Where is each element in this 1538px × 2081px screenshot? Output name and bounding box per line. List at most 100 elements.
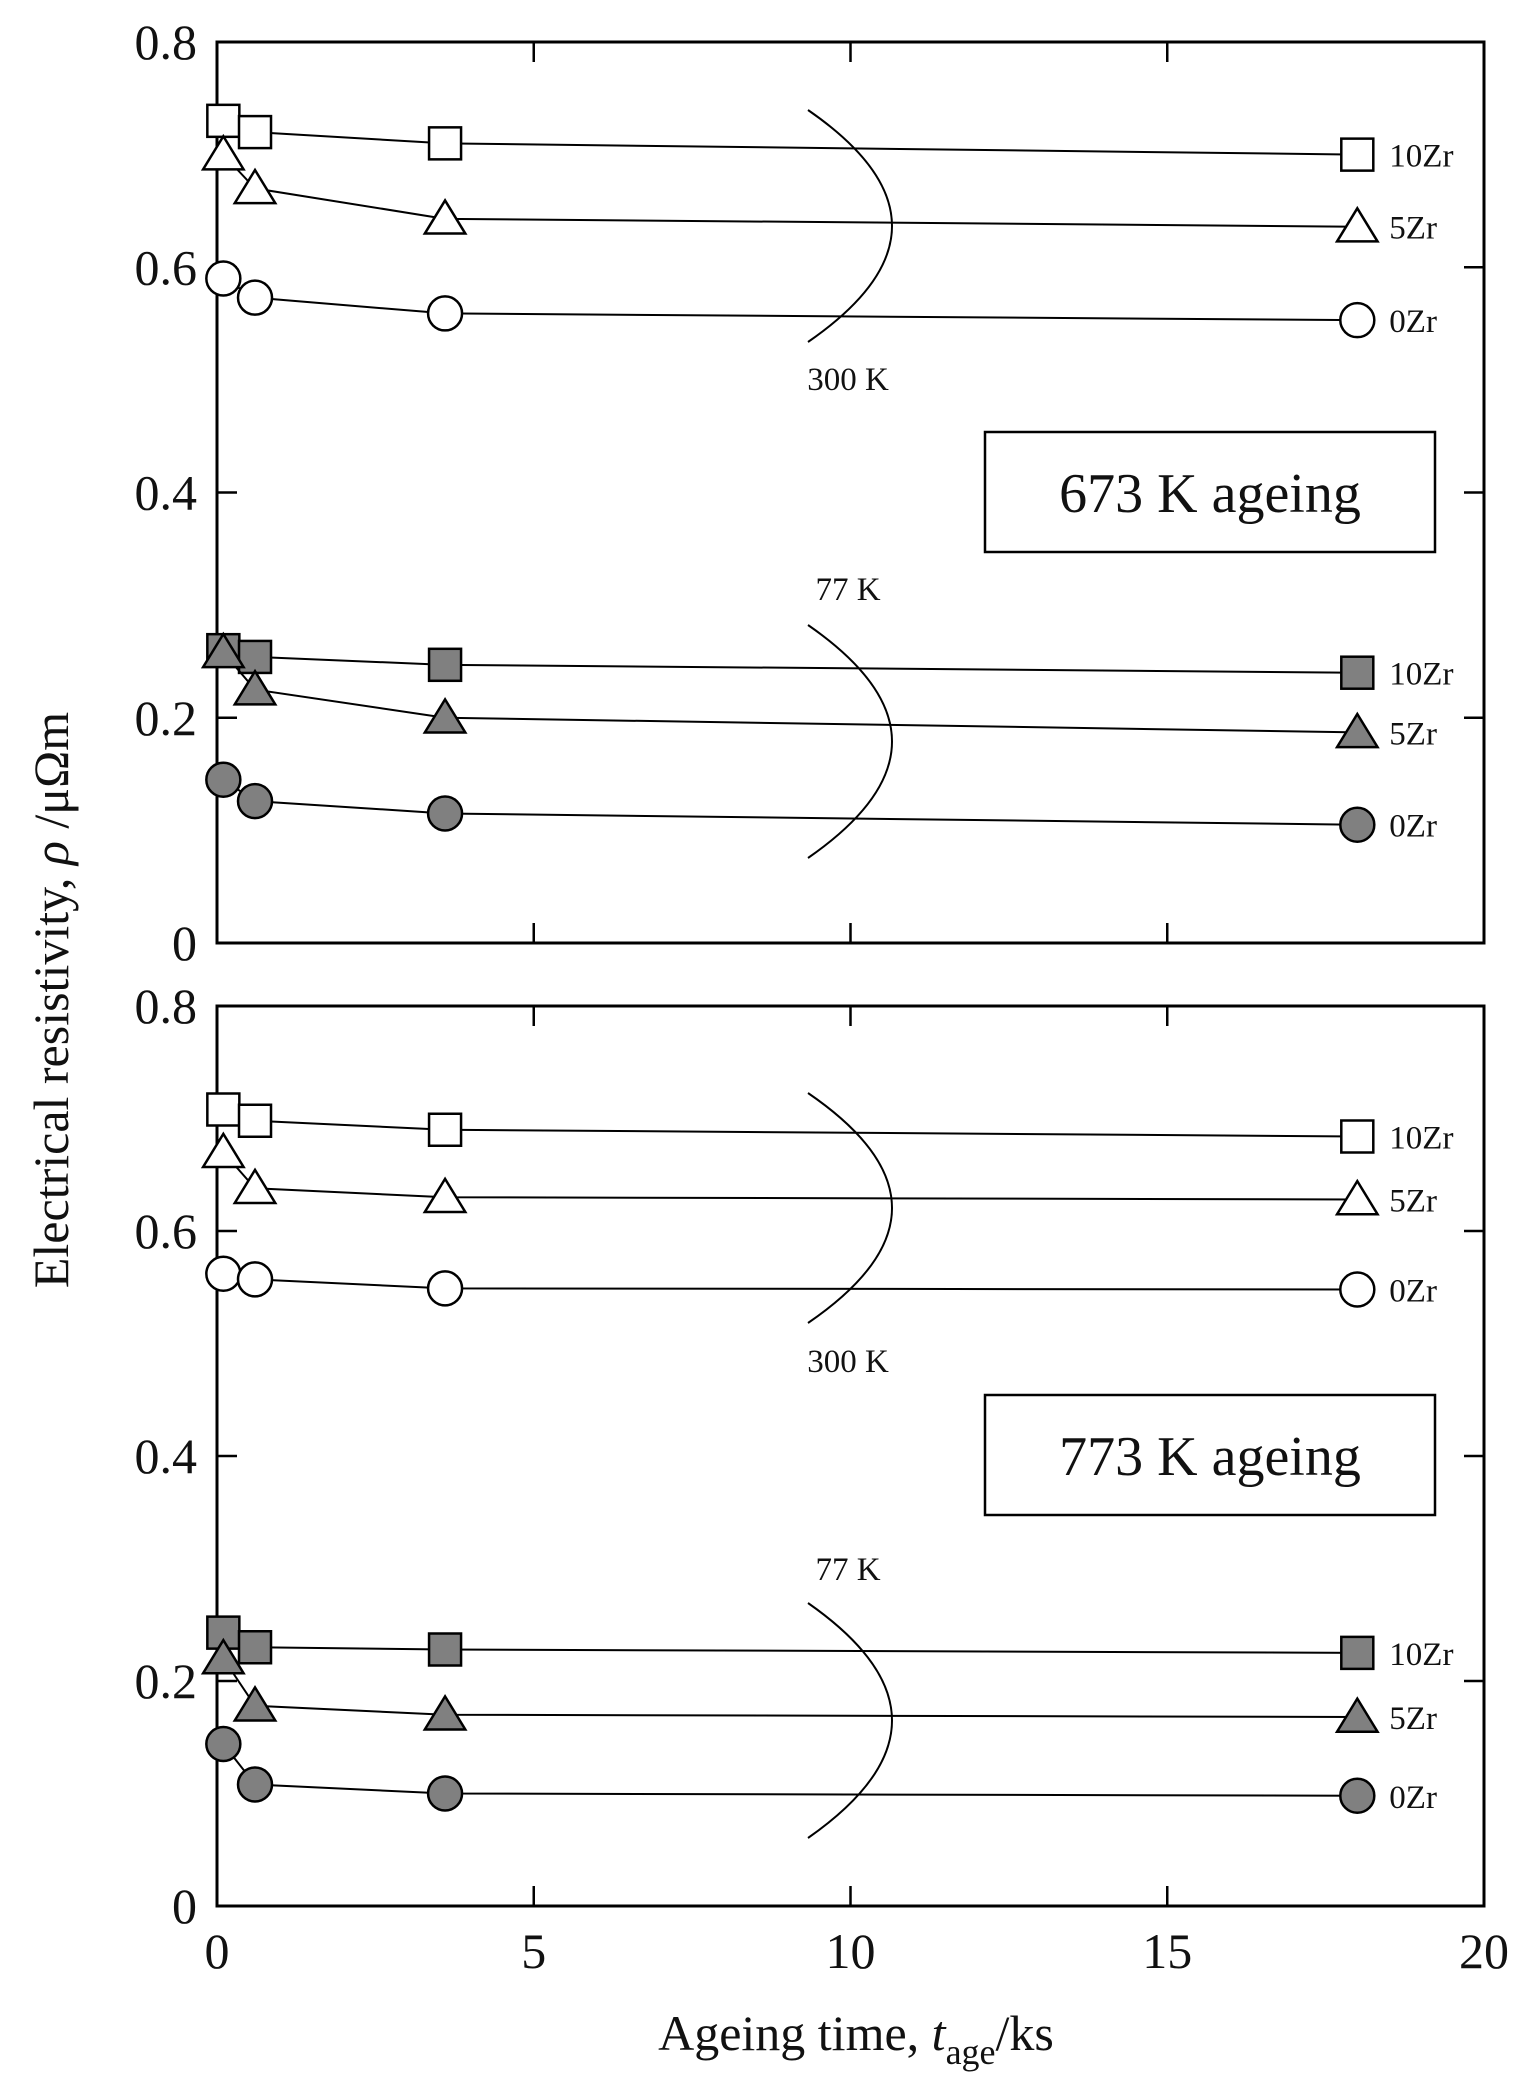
y-tick-label: 0.4 (135, 465, 198, 521)
series-label: 5Zr (1389, 211, 1437, 247)
series-line-0Zr-300K (223, 1272, 1358, 1291)
series-label: 0Zr (1389, 809, 1437, 845)
temperature-bracket (807, 109, 893, 343)
data-point-circle (1339, 1777, 1376, 1814)
x-axis-title-main: Ageing time, (658, 2005, 932, 2061)
data-point-triangle (422, 198, 468, 235)
series-line-0Zr-300K (222, 277, 1358, 322)
panel-label-box (983, 430, 1437, 554)
series-label: 5Zr (1389, 716, 1437, 752)
data-point-square (1340, 1119, 1375, 1154)
y-tick-label: 0.4 (135, 1428, 198, 1484)
data-point-triangle (200, 133, 246, 171)
data-point-circle (205, 1255, 242, 1292)
x-tick-label: 5 (521, 1923, 546, 1979)
series-label: 5Zr (1389, 1184, 1437, 1220)
data-point-square (237, 114, 273, 150)
series-label: 5Zr (1389, 1701, 1437, 1737)
y-axis-title-main: Electrical resistivity, (23, 865, 79, 1288)
y-tick-label: 0 (172, 915, 197, 971)
y-tick-label: 0.8 (135, 14, 198, 70)
data-point-circle (205, 761, 242, 798)
y-tick-label: 0.6 (135, 1203, 198, 1259)
data-point-circle (205, 260, 242, 297)
panel-label-box (983, 1393, 1437, 1517)
data-point-circle (426, 1775, 464, 1812)
data-point-triangle (422, 696, 468, 734)
panel-673k: 0 0.2 0.4 0.6 0.8 10Zr 5Zr 0Zr 10Zr 5Zr 0Zr 300 K 77… (135, 14, 1486, 971)
series-label: 0Zr (1389, 1780, 1437, 1816)
temperature-bracket (807, 624, 893, 859)
data-point-circle (1339, 301, 1376, 339)
panel-label: 773 K ageing (1059, 1426, 1361, 1488)
series-line-5Zr-77K (222, 1657, 1358, 1718)
x-tick-label: 20 (1459, 1923, 1509, 1979)
temperature-bracket (807, 1602, 893, 1839)
temperature-bracket (807, 1092, 893, 1324)
series-line-0Zr-77K (222, 1743, 1358, 1797)
data-point-square (427, 126, 463, 161)
data-point-triangle (232, 167, 278, 205)
data-point-square (237, 1103, 273, 1138)
series-line-10Zr-77K (222, 1631, 1358, 1654)
panel-773k: 0 0.2 0.4 0.6 0.8 0 5 10 15 20 10Zr 5Zr 0Zr 10Zr 5Zr 0Z… (135, 978, 1510, 1979)
y-tick-label: 0 (172, 1878, 197, 1934)
data-point-square (206, 103, 241, 139)
data-point-square (1340, 1635, 1375, 1671)
data-point-circle (236, 1261, 274, 1298)
data-point-square (1340, 137, 1375, 172)
series-label: 10Zr (1389, 139, 1453, 175)
data-point-triangle (422, 1693, 468, 1731)
y-tick-label: 0.6 (135, 239, 198, 295)
x-tick-label: 0 (205, 1923, 230, 1979)
series-line-5Zr-300K (222, 1151, 1358, 1201)
temperature-label: 77 K (815, 572, 880, 608)
data-point-square (427, 1112, 463, 1147)
y-axis-title-symbol: ρ (23, 841, 79, 867)
temperature-label: 300 K (807, 1344, 889, 1380)
data-point-triangle (422, 1176, 468, 1214)
series-line-10Zr-77K (223, 649, 1358, 674)
y-axis-title: Electrical resistivity, ρ /μΩm (23, 712, 79, 1288)
series-line-10Zr-300K (222, 119, 1358, 156)
series-line-10Zr-300K (223, 1108, 1358, 1138)
data-point-circle (1339, 1271, 1376, 1308)
data-point-circle (236, 1766, 274, 1803)
data-point-circle (205, 1725, 242, 1763)
y-tick-label: 0.2 (135, 1653, 198, 1709)
data-point-square (206, 1092, 241, 1127)
series-label: 10Zr (1389, 657, 1453, 693)
data-point-triangle (200, 1131, 246, 1169)
data-point-triangle (1334, 711, 1380, 749)
y-axis-title-unit: /μΩm (23, 712, 79, 841)
data-point-square (427, 1632, 463, 1667)
temperature-label: 300 K (807, 362, 889, 398)
series-label: 10Zr (1389, 1637, 1453, 1673)
y-tick-label: 0.2 (135, 690, 198, 746)
series-line-0Zr-77K (222, 778, 1358, 826)
temperature-label: 77 K (815, 1552, 880, 1588)
data-point-triangle (232, 1167, 278, 1205)
data-point-triangle (200, 1637, 246, 1675)
x-axis-title-unit: /ks (996, 2005, 1054, 2061)
series-label: 0Zr (1389, 1274, 1437, 1310)
data-point-circle (426, 1270, 464, 1307)
series-line-5Zr-77K (222, 651, 1358, 734)
series-line-5Zr-300K (222, 153, 1358, 228)
y-tick-label: 0.8 (135, 978, 198, 1034)
data-point-square (1340, 655, 1375, 690)
x-axis-title: Ageing time, tage/ks (658, 2005, 1054, 2072)
x-axis-title-subscript: age (946, 2032, 996, 2072)
data-point-circle (426, 295, 464, 332)
data-point-triangle (1334, 1696, 1380, 1733)
series-label: 10Zr (1389, 1121, 1453, 1157)
x-axis-title-symbol: t (932, 2005, 947, 2061)
data-point-triangle (1334, 205, 1380, 243)
x-tick-label: 15 (1142, 1923, 1192, 1979)
data-point-circle (236, 279, 274, 316)
data-point-square (237, 1630, 273, 1665)
data-point-circle (1339, 806, 1376, 843)
panel-label: 673 K ageing (1059, 463, 1361, 525)
data-point-triangle (232, 668, 278, 706)
